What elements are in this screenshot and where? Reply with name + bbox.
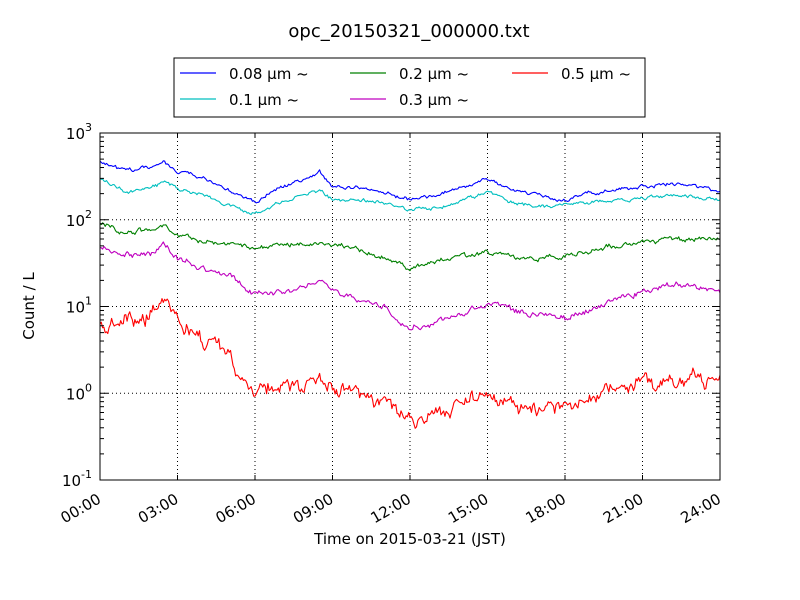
grid xyxy=(100,133,720,480)
y-tick-label: 10-1 xyxy=(62,468,92,490)
y-axis-label: Count / L xyxy=(20,272,38,340)
y-tick-label: 101 xyxy=(66,295,92,317)
series-line-4 xyxy=(99,298,721,429)
y-tick-labels: 10-1 100 101 102 103 xyxy=(62,121,92,490)
x-axis-label: Time on 2015-03-21 (JST) xyxy=(313,530,506,548)
x-tick-label: 12:00 xyxy=(368,490,414,527)
series-lines xyxy=(99,160,721,429)
series-line-0 xyxy=(99,160,721,204)
x-tick-label: 21:00 xyxy=(600,490,646,527)
y-tick-label: 102 xyxy=(66,208,92,230)
legend-label: 0.1 μm ~ xyxy=(229,91,299,109)
series-line-1 xyxy=(99,177,721,216)
y-tick-label: 100 xyxy=(66,381,92,403)
legend-label: 0.08 μm ~ xyxy=(229,65,309,83)
legend-label: 0.5 μm ~ xyxy=(561,65,631,83)
x-tick-label: 06:00 xyxy=(213,490,259,527)
x-tick-label: 09:00 xyxy=(290,490,336,527)
legend: 0.08 μm ~ 0.1 μm ~ 0.2 μm ~ 0.3 μm ~ 0.5 μm … xyxy=(173,57,646,118)
series-line-2 xyxy=(99,222,721,272)
x-tick-label: 00:00 xyxy=(58,490,104,527)
x-tick-label: 03:00 xyxy=(135,490,181,527)
chart-title: opc_20150321_000000.txt xyxy=(288,21,529,42)
x-tick-label: 18:00 xyxy=(523,490,569,527)
plot-area-frame xyxy=(99,132,721,481)
legend-label: 0.3 μm ~ xyxy=(399,91,469,109)
legend-box xyxy=(173,57,646,118)
y-tick-label: 103 xyxy=(66,121,92,143)
legend-label: 0.2 μm ~ xyxy=(399,65,469,83)
x-tick-label: 24:00 xyxy=(678,490,724,527)
series-line-3 xyxy=(99,241,721,331)
x-tick-labels: 00:00 03:00 06:00 09:00 12:00 15:00 18:00 21:00… xyxy=(58,490,724,527)
x-tick-label: 15:00 xyxy=(445,490,491,527)
